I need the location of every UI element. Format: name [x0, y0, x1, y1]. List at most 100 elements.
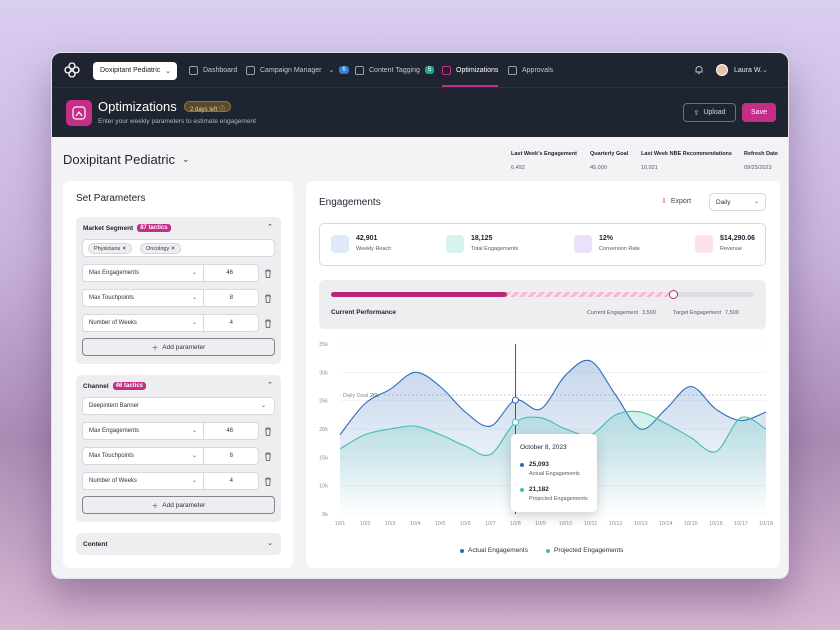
chip-oncology: Oncology ✕ — [140, 243, 182, 254]
tag-icon — [355, 65, 364, 75]
param-row-max-engagements: Max Engagements ⌄ 46 — [82, 422, 275, 440]
y-tick-label: 5k — [322, 512, 328, 518]
close-icon[interactable]: ✕ — [170, 246, 176, 252]
period-select[interactable]: Daily ⌄ — [709, 193, 766, 211]
y-tick-label: 15k — [319, 455, 328, 461]
close-icon[interactable]: ✕ — [121, 246, 127, 252]
current-engagement-label: Current Engagement — [587, 310, 639, 316]
info-icon: ⓘ — [219, 107, 226, 113]
stat-label: Refresh Date — [744, 151, 778, 157]
stat-label: Last Week's Engagement — [511, 151, 578, 157]
period-value: Daily — [716, 199, 731, 206]
export-button[interactable]: ⇩ Export — [661, 197, 692, 206]
param-value-input[interactable]: 8 — [204, 289, 259, 307]
avatar[interactable] — [716, 64, 728, 76]
percent-icon — [574, 235, 592, 253]
count-badge: 5 — [424, 66, 435, 74]
legend-actual[interactable]: Actual Engagements — [460, 547, 528, 554]
tactics-badge: 46 tactics — [112, 382, 147, 390]
export-label: Export — [670, 197, 692, 205]
legend-label: Actual Engagements — [468, 547, 528, 554]
segment-chips-input[interactable]: Physicians ✕ Oncology ✕ — [82, 239, 275, 257]
chevron-down-icon: ⌄ — [753, 199, 759, 205]
chevron-down-icon: ⌄ — [191, 453, 197, 459]
gauge-icon — [442, 65, 451, 75]
section-label: Channel — [83, 382, 109, 390]
param-select[interactable]: Number of Weeks ⌄ — [82, 314, 204, 332]
add-parameter-label: Add parameter — [162, 343, 206, 351]
param-value-input[interactable]: 4 — [204, 314, 259, 332]
trash-icon[interactable] — [264, 269, 272, 278]
nav-approvals[interactable]: Approvals — [508, 53, 553, 87]
actual-engagements-line — [339, 359, 767, 436]
stat-value: 10,921 — [641, 165, 658, 171]
chevron-down-icon[interactable]: ⌄ — [267, 540, 273, 547]
nav-content-tagging[interactable]: Content Tagging 5 — [355, 53, 435, 87]
trash-icon[interactable] — [264, 427, 272, 436]
nav-optimizations[interactable]: Optimizations — [442, 53, 499, 87]
deadline-pill: 2 days left ⓘ — [184, 101, 232, 113]
kpi-value: 18,125 — [471, 235, 493, 242]
upload-button[interactable]: ⇪ Upload — [683, 103, 736, 122]
projected-engagements-line — [339, 410, 767, 456]
y-tick-label: 35k — [319, 342, 328, 348]
nav-dashboard[interactable]: Dashboard — [189, 53, 237, 87]
brand-select[interactable]: Doxipitant Pediatric ⌄ — [93, 62, 177, 80]
chip-physicians: Physicians ✕ — [88, 243, 133, 254]
chevron-up-icon[interactable]: ⌃ — [267, 224, 273, 231]
trash-icon[interactable] — [264, 294, 272, 303]
legend-projected[interactable]: Projected Engagements — [546, 547, 623, 554]
legend-dot — [520, 463, 524, 467]
user-name[interactable]: Laura W. — [734, 67, 763, 74]
param-row-number-of-weeks: Number of Weeks ⌄ 4 — [82, 472, 275, 490]
x-tick-label: 10/5 — [435, 521, 446, 527]
param-value-input[interactable]: 8 — [204, 447, 259, 465]
stat-value: 09/25/2023 — [744, 165, 772, 171]
x-tick-label: 10/14 — [659, 521, 673, 527]
chevron-down-icon: ⌄ — [191, 320, 197, 326]
trash-icon[interactable] — [264, 477, 272, 486]
param-value-input[interactable]: 46 — [204, 264, 259, 282]
chevron-up-icon[interactable]: ⌃ — [267, 382, 273, 389]
page-title[interactable]: Doxipitant Pediatric — [63, 152, 175, 167]
param-select[interactable]: Max Touchpoints ⌄ — [82, 447, 204, 465]
current-performance: Current Performance Current Engagement 3,… — [319, 280, 766, 329]
chevron-down-icon[interactable]: ⌄ — [182, 154, 190, 164]
kpi-label: Weekly Reach — [356, 246, 392, 252]
bell-icon[interactable] — [694, 65, 704, 75]
param-value-input[interactable]: 46 — [204, 422, 259, 440]
param-value-input[interactable]: 4 — [204, 472, 259, 490]
projection-marker[interactable] — [669, 290, 679, 299]
header-title: Optimizations — [98, 99, 177, 114]
x-tick-label: 10/10 — [559, 521, 573, 527]
kpi-value: 42,901 — [356, 235, 378, 242]
param-label: Max Engagements — [89, 428, 140, 434]
add-parameter-button[interactable]: ＋ Add parameter — [82, 338, 275, 356]
param-select[interactable]: Max Engagements ⌄ — [82, 422, 204, 440]
nav-campaign-manager[interactable]: Campaign Manager ⌄ 6 — [246, 53, 349, 87]
param-select[interactable]: Max Touchpoints ⌄ — [82, 289, 204, 307]
param-select[interactable]: Number of Weeks ⌄ — [82, 472, 204, 490]
tooltip-label: Projected Engagements — [529, 496, 588, 502]
chevron-down-icon: ⌄ — [191, 295, 197, 301]
section-header: Market Segment 87 tactics — [83, 224, 171, 232]
nav-label: Content Tagging — [369, 66, 420, 74]
save-button[interactable]: Save — [742, 103, 776, 122]
param-select[interactable]: Max Engagements ⌄ — [82, 264, 204, 282]
channel-section: Channel 46 tactics ⌃ Deepintent Banner ⌄… — [76, 375, 281, 522]
content-section[interactable]: Content ⌄ — [76, 533, 281, 555]
cash-icon — [695, 235, 713, 253]
trash-icon[interactable] — [264, 319, 272, 328]
tooltip-projected: 21,182 Projected Engagements — [520, 486, 588, 502]
projected-fill — [506, 292, 674, 297]
chevron-down-icon[interactable]: ⌄ — [762, 67, 768, 74]
engagements-panel: Engagements ⇩ Export Daily ⌄ 42,901 Weekl… — [306, 181, 780, 568]
channel-select[interactable]: Deepintent Banner ⌄ — [82, 397, 275, 415]
top-navigation: Doxipitant Pediatric ⌄ Dashboard Campaig… — [52, 53, 788, 87]
kpi-total-engagements: 18,125 Total Engagements — [446, 235, 518, 253]
trash-icon[interactable] — [264, 452, 272, 461]
param-label: Number of Weeks — [89, 320, 137, 326]
chevron-down-icon: ⌄ — [191, 270, 197, 276]
add-parameter-button[interactable]: ＋ Add parameter — [82, 496, 275, 514]
channel-select-value: Deepintent Banner — [89, 403, 140, 409]
